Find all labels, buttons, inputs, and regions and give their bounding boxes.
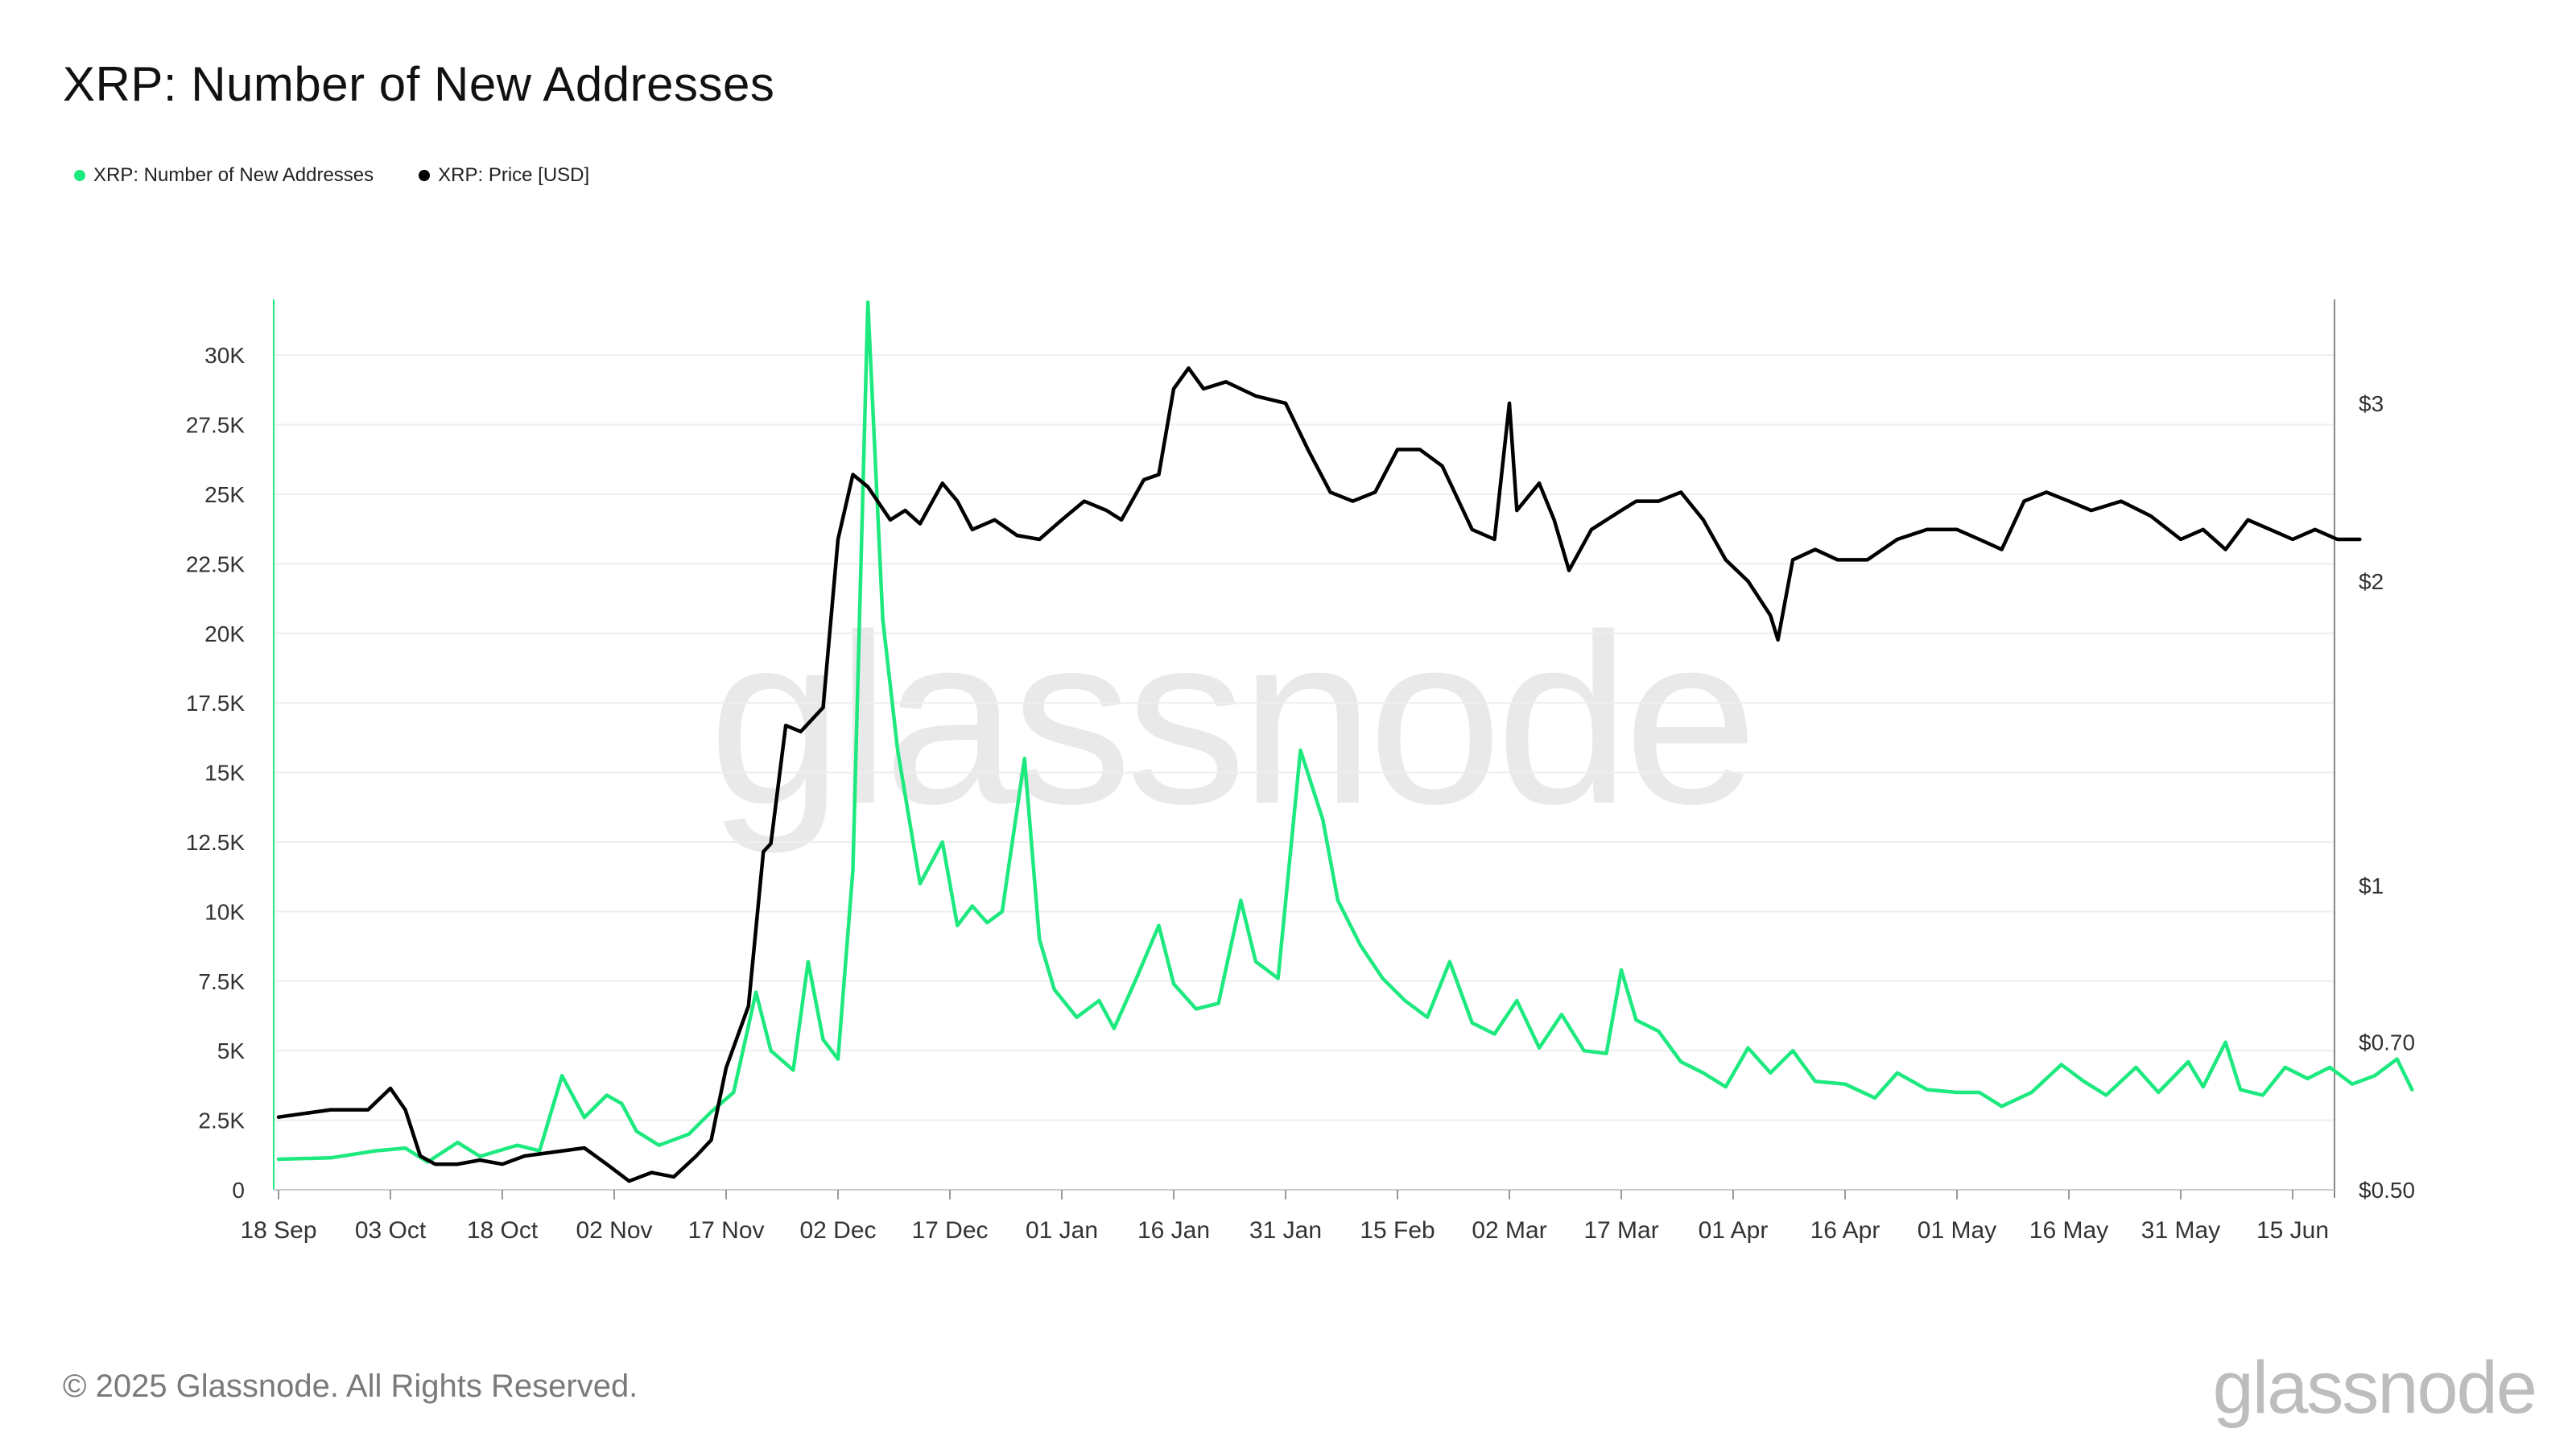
y-left-tick-label: 25K (204, 482, 245, 507)
y-left-tick-label: 5K (217, 1038, 246, 1063)
y-left-tick-label: 30K (204, 343, 245, 368)
x-tick-label: 01 Jan (1026, 1217, 1098, 1244)
y-left-tick-label: 0 (232, 1178, 245, 1203)
x-tick-label: 31 May (2141, 1217, 2220, 1244)
copyright-text: © 2025 Glassnode. All Rights Reserved. (63, 1368, 638, 1404)
legend-label-addresses: XRP: Number of New Addresses (93, 164, 374, 186)
y-left-tick-label: 15K (204, 761, 245, 786)
x-tick-label: 18 Sep (240, 1217, 316, 1244)
y-right-tick-label: $2 (2359, 569, 2384, 594)
x-tick-label: 17 Mar (1583, 1217, 1658, 1244)
x-tick-label: 15 Feb (1360, 1217, 1435, 1244)
axes: 0 2.5K 5K 7.5K 10K 12.5K 15K 17.5K 20K 22.5K 25K 27… (186, 299, 2415, 1244)
legend-item-price[interactable]: XRP: Price [USD] (419, 164, 589, 187)
grid (274, 354, 2334, 1121)
y-right-tick-label: $0.50 (2359, 1178, 2415, 1203)
y-left-tick-label: 10K (204, 899, 245, 924)
x-tick-label: 18 Oct (467, 1217, 539, 1244)
y-right-tick-label: $1 (2359, 873, 2384, 898)
y-left-tick-label: 20K (204, 621, 245, 646)
series-line-price (276, 366, 2362, 1183)
y-left-tick-label: 2.5K (198, 1108, 245, 1133)
x-tick-label: 17 Dec (911, 1217, 988, 1244)
x-tick-label: 03 Oct (355, 1217, 427, 1244)
chart-title: XRP: Number of New Addresses (63, 57, 775, 111)
x-tick-label: 02 Dec (799, 1217, 876, 1244)
x-tick-label: 02 Mar (1472, 1217, 1546, 1244)
x-tick-label: 16 Apr (1810, 1217, 1880, 1244)
y-left-tick-label: 17.5K (186, 691, 245, 716)
y-right-tick-label: $3 (2359, 391, 2384, 416)
legend-item-addresses[interactable]: XRP: Number of New Addresses (74, 164, 374, 187)
x-tick-label: 15 Jun (2256, 1217, 2329, 1244)
legend-label-price: XRP: Price [USD] (438, 164, 590, 186)
x-tick-label: 17 Nov (687, 1217, 764, 1244)
x-tick-label: 01 Apr (1699, 1217, 1769, 1244)
x-tick-label: 02 Nov (576, 1217, 652, 1244)
x-tick-label: 16 Jan (1137, 1217, 1210, 1244)
legend: XRP: Number of New Addresses XRP: Price … (74, 164, 589, 187)
x-tick-label: 16 May (2029, 1217, 2108, 1244)
legend-dot-price (419, 170, 431, 181)
y-left-tick-label: 22.5K (186, 551, 245, 576)
x-tick-label: 01 May (1918, 1217, 1996, 1244)
y-right-tick-label: $0.70 (2359, 1030, 2415, 1055)
series-line-new-addresses (276, 300, 2414, 1164)
y-left-tick-label: 7.5K (198, 969, 245, 994)
y-left-tick-label: 27.5K (186, 413, 245, 438)
glassnode-logo: glassnode (2212, 1347, 2537, 1429)
legend-dot-addresses (74, 170, 85, 181)
series (276, 300, 2414, 1183)
x-tick-label: 31 Jan (1249, 1217, 1322, 1244)
y-left-tick-label: 12.5K (186, 830, 245, 855)
